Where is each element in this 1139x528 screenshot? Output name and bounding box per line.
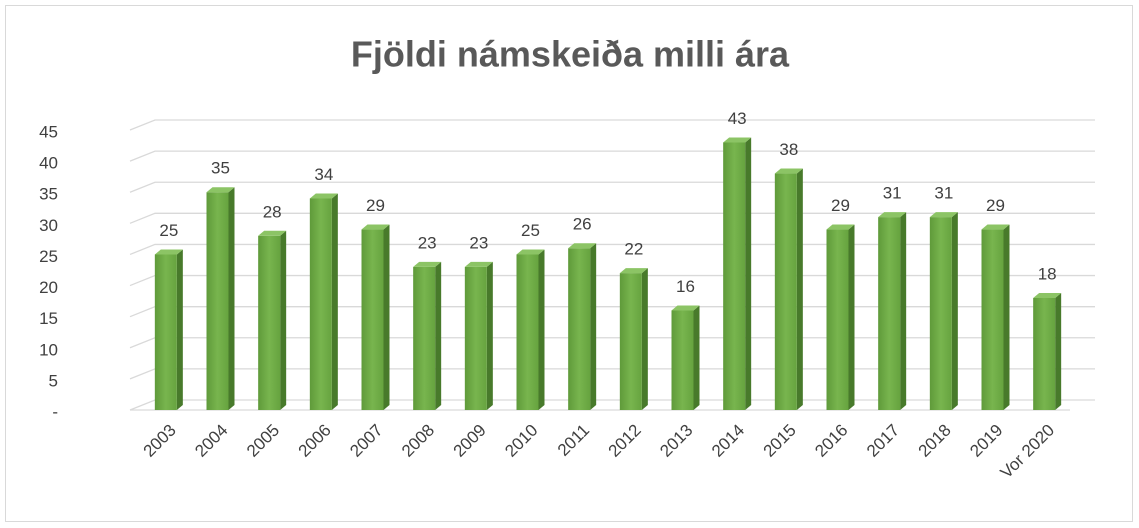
value-label: 23 bbox=[418, 233, 437, 252]
bar-side bbox=[641, 268, 648, 410]
bar-top bbox=[826, 224, 855, 230]
bar-side bbox=[176, 249, 183, 410]
bar-top bbox=[568, 243, 597, 249]
value-label: 22 bbox=[624, 240, 643, 259]
value-label: 35 bbox=[211, 159, 230, 178]
bar bbox=[568, 248, 591, 410]
bar bbox=[206, 192, 229, 410]
bar bbox=[154, 254, 177, 410]
y-tick-label: 45 bbox=[39, 122, 58, 141]
bar-top bbox=[619, 268, 648, 274]
bar bbox=[774, 173, 797, 410]
value-label: 18 bbox=[1038, 264, 1057, 283]
bar-top bbox=[1033, 293, 1062, 298]
value-label: 29 bbox=[366, 196, 385, 215]
grid-line bbox=[129, 150, 1095, 162]
value-label: 34 bbox=[314, 165, 333, 184]
bar-top bbox=[154, 249, 183, 255]
value-label: 23 bbox=[469, 233, 488, 252]
bar-top bbox=[774, 168, 803, 174]
bar-top bbox=[981, 224, 1010, 230]
bar-top bbox=[413, 261, 442, 267]
bar-top bbox=[258, 230, 287, 236]
value-label: 31 bbox=[883, 184, 902, 203]
y-tick-label: 5 bbox=[49, 371, 58, 390]
bar-side bbox=[538, 249, 545, 410]
bar-top bbox=[464, 261, 493, 267]
bar bbox=[619, 273, 642, 410]
value-label: 31 bbox=[934, 184, 953, 203]
bar-side bbox=[331, 193, 338, 410]
bar-side bbox=[951, 212, 958, 410]
bar-side bbox=[228, 187, 235, 410]
bar bbox=[464, 266, 487, 410]
grid-line bbox=[129, 119, 1095, 131]
bar bbox=[309, 198, 332, 410]
value-label: 43 bbox=[728, 109, 747, 128]
bar-side bbox=[693, 305, 700, 410]
bar-side bbox=[486, 261, 493, 410]
bar-top bbox=[723, 137, 752, 143]
bar bbox=[671, 310, 694, 410]
bar-side bbox=[435, 261, 442, 410]
y-tick-label: 15 bbox=[39, 309, 58, 328]
value-label: 16 bbox=[676, 277, 695, 296]
bar bbox=[981, 229, 1004, 410]
bar-top bbox=[361, 224, 390, 230]
y-tick-label: 40 bbox=[39, 154, 58, 173]
value-label: 38 bbox=[779, 140, 798, 159]
bar-side bbox=[900, 212, 907, 410]
y-tick-label: - bbox=[52, 402, 58, 421]
bar-side bbox=[745, 137, 752, 410]
bar bbox=[826, 229, 849, 410]
value-label: 28 bbox=[263, 202, 282, 221]
y-tick-label: 35 bbox=[39, 185, 58, 204]
bar-side bbox=[280, 230, 287, 410]
bar bbox=[258, 235, 281, 410]
bar-side bbox=[1003, 224, 1010, 410]
bar bbox=[723, 142, 746, 410]
bar bbox=[516, 254, 539, 410]
chart-title: Fjöldi námskeiða milli ára bbox=[351, 34, 790, 75]
value-label: 29 bbox=[986, 196, 1005, 215]
y-tick-label: 20 bbox=[39, 278, 58, 297]
bar-side bbox=[1055, 293, 1062, 410]
value-label: 29 bbox=[831, 196, 850, 215]
value-label: 25 bbox=[159, 221, 178, 240]
bar-top bbox=[671, 305, 700, 311]
bar-top bbox=[206, 187, 235, 193]
value-label: 25 bbox=[521, 221, 540, 240]
bar-side bbox=[848, 224, 855, 410]
bar bbox=[878, 217, 901, 410]
bar-top bbox=[309, 193, 338, 199]
y-tick-label: 10 bbox=[39, 340, 58, 359]
bar-top bbox=[929, 212, 958, 218]
bar bbox=[1033, 298, 1056, 410]
bar bbox=[929, 217, 952, 410]
bar bbox=[413, 266, 436, 410]
bar-top bbox=[516, 249, 545, 255]
bar-side bbox=[590, 243, 597, 410]
bar bbox=[361, 229, 384, 410]
bar-side bbox=[796, 168, 803, 410]
bar-side bbox=[383, 224, 390, 410]
bar-top bbox=[878, 212, 907, 218]
y-tick-label: 30 bbox=[39, 216, 58, 235]
y-tick-label: 25 bbox=[39, 247, 58, 266]
value-label: 26 bbox=[573, 215, 592, 234]
